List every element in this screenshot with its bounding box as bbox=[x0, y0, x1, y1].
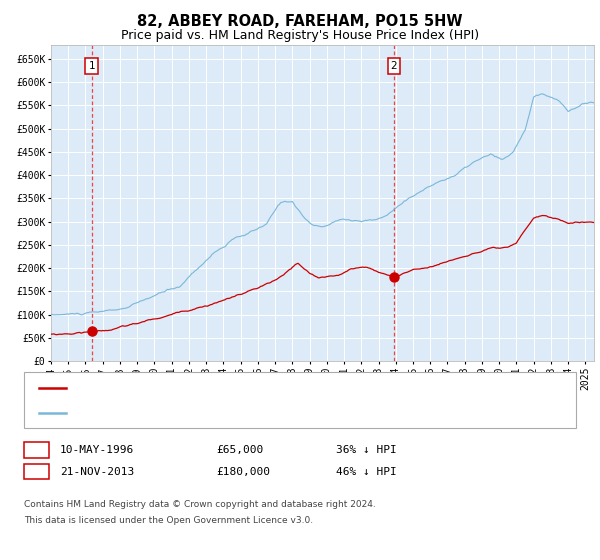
Text: Contains HM Land Registry data © Crown copyright and database right 2024.: Contains HM Land Registry data © Crown c… bbox=[24, 500, 376, 508]
Text: 10-MAY-1996: 10-MAY-1996 bbox=[60, 445, 134, 455]
Text: 1: 1 bbox=[33, 445, 40, 455]
Text: 2: 2 bbox=[33, 466, 40, 477]
Text: HPI: Average price, detached house, Fareham: HPI: Average price, detached house, Fare… bbox=[71, 408, 326, 418]
Text: This data is licensed under the Open Government Licence v3.0.: This data is licensed under the Open Gov… bbox=[24, 516, 313, 525]
Text: £180,000: £180,000 bbox=[216, 466, 270, 477]
Text: Price paid vs. HM Land Registry's House Price Index (HPI): Price paid vs. HM Land Registry's House … bbox=[121, 29, 479, 42]
Text: 1: 1 bbox=[88, 61, 95, 71]
Text: 82, ABBEY ROAD, FAREHAM, PO15 5HW (detached house): 82, ABBEY ROAD, FAREHAM, PO15 5HW (detac… bbox=[71, 382, 393, 393]
Text: £65,000: £65,000 bbox=[216, 445, 263, 455]
Text: 46% ↓ HPI: 46% ↓ HPI bbox=[336, 466, 397, 477]
Text: 82, ABBEY ROAD, FAREHAM, PO15 5HW: 82, ABBEY ROAD, FAREHAM, PO15 5HW bbox=[137, 14, 463, 29]
Text: 2: 2 bbox=[391, 61, 397, 71]
Text: 36% ↓ HPI: 36% ↓ HPI bbox=[336, 445, 397, 455]
Text: 21-NOV-2013: 21-NOV-2013 bbox=[60, 466, 134, 477]
